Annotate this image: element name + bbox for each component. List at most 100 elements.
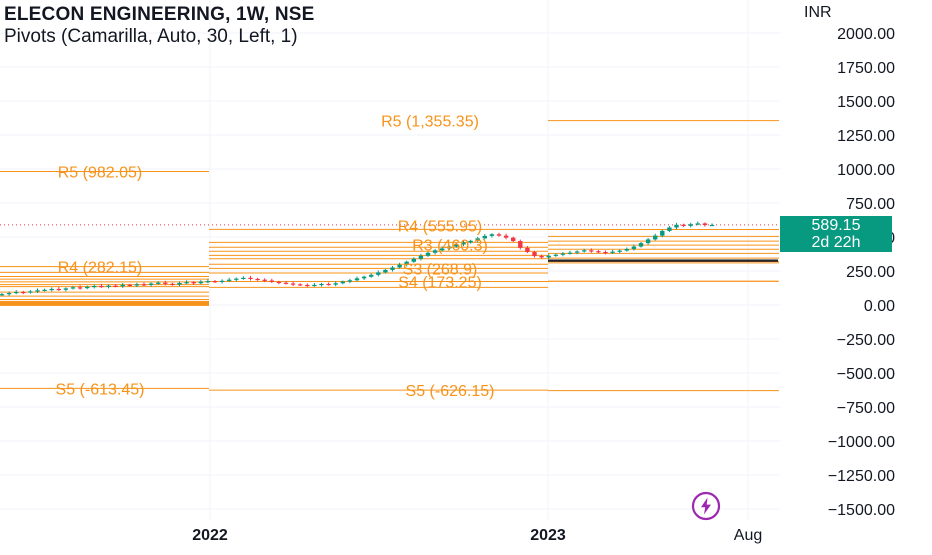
candle-body (511, 237, 516, 242)
candle-body (0, 294, 5, 296)
chart-title: ELECON ENGINEERING, 1W, NSE (4, 4, 315, 25)
candle-body (418, 255, 424, 259)
candle-body (14, 291, 19, 294)
candle-body (411, 258, 416, 262)
candle-body (404, 261, 409, 265)
pivot-label: R5 (982.05) (58, 164, 143, 181)
candle-body (660, 230, 665, 236)
candle-body (319, 283, 324, 286)
candle-body (241, 277, 246, 279)
candle-body (532, 251, 537, 257)
candle-body (42, 289, 47, 291)
y-tick-label: −1500.00 (828, 502, 895, 519)
candle-body (425, 252, 431, 256)
candle-body (340, 281, 345, 284)
candle-body (567, 252, 573, 254)
candle-body (681, 224, 686, 226)
y-tick-label: 750.00 (846, 196, 895, 213)
candle-body (305, 284, 310, 287)
pivot-level-band (0, 300, 209, 306)
pivot-labels: R5 (982.05) R4 (282.15) S5 (-613.45) R4 (55… (56, 114, 495, 400)
pivot-label: R3 (460.3) (412, 237, 488, 254)
y-tick-label: −250.00 (837, 332, 895, 349)
candle-body (347, 280, 353, 282)
bar-countdown: 2d 22h (811, 234, 861, 251)
candle-body (205, 281, 211, 283)
candle-body (141, 284, 147, 286)
indicator-legend[interactable]: Pivots (Camarilla, Auto, 30, Left, 1) (4, 26, 298, 47)
candle-body (589, 250, 594, 252)
candle-body (70, 287, 76, 289)
candle-body (248, 277, 253, 279)
y-tick-label: −500.00 (837, 366, 895, 383)
candle-body (163, 282, 168, 284)
candle-body (667, 227, 672, 231)
y-tick-label: 1250.00 (837, 128, 895, 145)
candle-body (603, 251, 608, 254)
candle-body (191, 282, 196, 284)
candle-body (148, 283, 154, 285)
candle-body (361, 276, 367, 279)
candle-body (113, 285, 118, 287)
candle-body (234, 278, 239, 280)
candle-body (21, 291, 26, 294)
x-tick-label: 2022 (192, 527, 228, 544)
candle-body (262, 279, 267, 281)
candle-body (269, 280, 274, 282)
candle-body (77, 287, 83, 289)
pivot-label: S5 (-613.45) (56, 381, 145, 398)
candle-body (184, 282, 189, 284)
candle-body (120, 284, 125, 287)
candle-body (546, 255, 551, 258)
candle-body (376, 272, 381, 275)
candle-body (482, 235, 487, 239)
candle-body (432, 250, 438, 253)
last-price-value: 589.15 (811, 217, 861, 234)
pivot-label: S4 (173.25) (398, 274, 482, 291)
candle-body (582, 250, 587, 252)
candle-body (354, 278, 360, 281)
candle-body (170, 283, 175, 285)
x-tick-label: Aug (734, 527, 762, 544)
candle-body (298, 284, 303, 286)
candle-body (695, 223, 700, 225)
candle-body (503, 235, 509, 238)
lightning-bolt-icon[interactable] (691, 491, 721, 521)
currency-label[interactable]: INR (804, 4, 832, 21)
candle-body (631, 246, 637, 249)
candle-body (553, 254, 558, 256)
candle-body (560, 253, 566, 255)
candle-body (539, 256, 544, 258)
candle-body (383, 269, 388, 273)
pivot-label: R5 (1,355.35) (381, 114, 479, 131)
candle-body (28, 291, 33, 293)
candle-body (617, 250, 622, 252)
candle-body (312, 284, 317, 287)
candle-body (369, 274, 374, 277)
pivot-label: S5 (-626.15) (406, 383, 495, 400)
y-tick-label: 1750.00 (837, 60, 895, 77)
candle-body (92, 285, 97, 288)
candle-body (390, 267, 395, 270)
y-tick-label: 0.00 (864, 298, 895, 315)
candle-body (6, 293, 12, 295)
candle-body (596, 251, 601, 253)
candle-body (440, 248, 445, 251)
candle-body (276, 281, 282, 284)
candle-body (212, 281, 218, 283)
y-tick-label: −750.00 (837, 400, 895, 417)
candle-body (63, 288, 69, 290)
candle-body (49, 288, 54, 291)
candle-body (454, 244, 459, 247)
pivot-label: R4 (282.15) (58, 260, 143, 277)
candle-body (475, 238, 480, 241)
candle-body (283, 282, 289, 284)
candle-body (35, 290, 40, 292)
candle-body (227, 279, 232, 281)
candle-body (674, 224, 679, 228)
candle-body (702, 223, 708, 226)
pivot-label: R4 (555.95) (398, 218, 483, 235)
candle-body (461, 242, 466, 245)
